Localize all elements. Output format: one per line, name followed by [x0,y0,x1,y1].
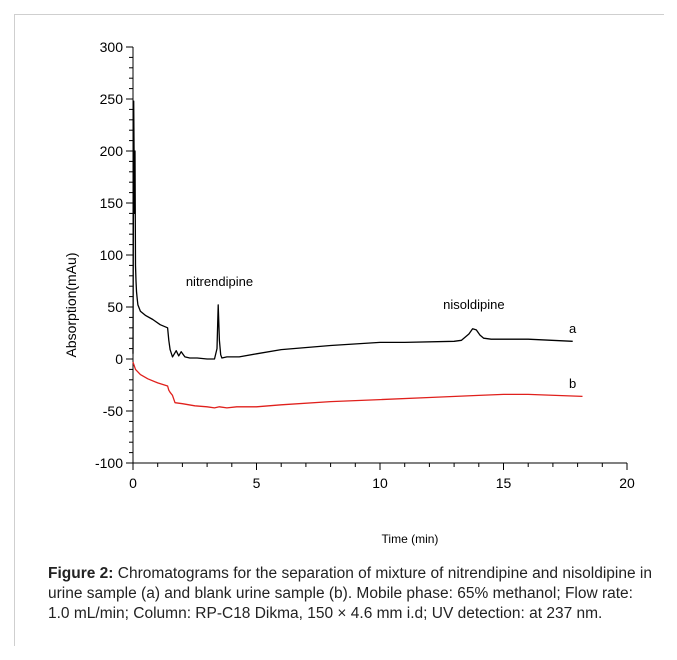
y-tick-label: 150 [100,195,124,211]
chart-plot-area [132,100,583,409]
y-tick-label: 200 [100,143,124,159]
x-tick-label: 5 [253,475,261,491]
annotation-label: b [569,376,576,391]
y-tick-label: -50 [103,403,123,419]
y-tick-label: 50 [107,299,123,315]
y-tick-label: 100 [100,247,124,263]
x-tick-label: 0 [129,475,137,491]
series-line-a [132,100,573,360]
figure-frame [14,14,664,646]
chart-labels: -100 -50 0 50 100 150 200 250 300 0 5 10 15 20 Time (m… [63,39,635,546]
annotation-label: nisoldipine [443,297,504,312]
chromatogram-chart: -100 -50 0 50 100 150 200 250 300 0 5 10 15 20 Time (m… [63,39,635,546]
series-line-b [132,361,583,409]
annotation-label: a [569,321,577,336]
y-tick-label: 250 [100,91,124,107]
annotation-label: nitrendipine [186,274,253,289]
y-tick-label: 300 [100,39,124,55]
y-axis-title: Absorption(mAu) [63,252,79,357]
x-tick-label: 10 [372,475,388,491]
x-axis-title: Time (min) [382,532,439,546]
x-tick-label: 20 [619,475,635,491]
caption-text: Chromatograms for the separation of mixt… [48,565,652,622]
y-tick-label: -100 [95,455,123,471]
caption-label: Figure 2: [48,565,114,582]
figure-caption: Figure 2: Chromatograms for the separati… [48,564,658,624]
y-tick-label: 0 [115,351,123,367]
x-tick-label: 15 [496,475,512,491]
